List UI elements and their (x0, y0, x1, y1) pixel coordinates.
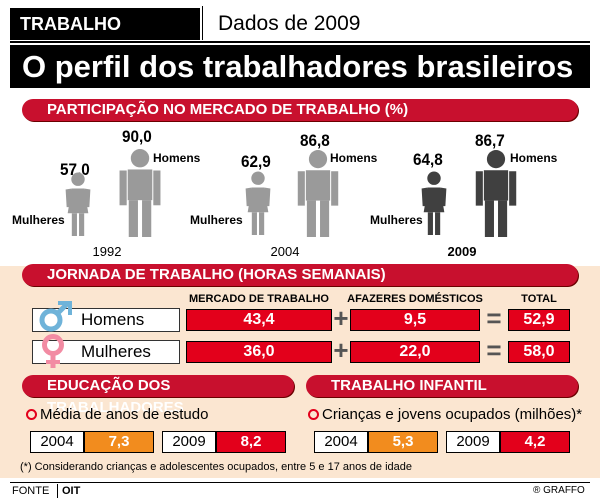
participation-section-title: PARTICIPAÇÃO NO MERCADO DE TRABALHO (%) (22, 99, 578, 121)
child-labor-section-title: TRABALHO INFANTIL (306, 375, 578, 397)
education-value-2: 8,2 (216, 431, 286, 453)
women-total-hours: 58,0 (508, 341, 570, 363)
source-name: OIT (62, 485, 81, 497)
bullet-icon (308, 409, 319, 420)
header-divider (202, 6, 203, 40)
women-label-1992: Mulheres (12, 213, 65, 227)
men-home-hours: 9,5 (350, 309, 480, 331)
women-home-hours: 22,0 (350, 341, 480, 363)
men-total-hours: 52,9 (508, 309, 570, 331)
col-total-header: TOTAL (521, 293, 557, 305)
men-market-hours: 43,4 (186, 309, 332, 331)
men-value-2004: 86,8 (300, 131, 330, 150)
man-figure-icon (297, 150, 339, 237)
child-labor-value-1: 5,3 (368, 431, 438, 453)
child-labor-year-2: 2009 (446, 431, 500, 453)
child-labor-value-2: 4,2 (500, 431, 570, 453)
male-symbol-icon (39, 301, 72, 332)
women-value-2009: 64,8 (413, 150, 443, 169)
journey-section-title: JORNADA DE TRABALHO (HORAS SEMANAIS) (22, 264, 578, 286)
col-market-header: MERCADO DE TRABALHO (189, 293, 329, 305)
education-value-1: 7,3 (84, 431, 154, 453)
credit: ® GRAFFO (533, 485, 585, 496)
education-section-title: EDUCAÇÃO DOS TRABALHADORES (22, 375, 294, 416)
education-year-2: 2009 (162, 431, 216, 453)
plus-sign: + (333, 335, 349, 365)
women-value-2004: 62,9 (241, 152, 271, 171)
men-value-2009: 86,7 (475, 131, 505, 150)
child-labor-subtitle-text: Crianças e jovens ocupados (milhões)* (322, 406, 583, 423)
page-title: O perfil dos trabalhadores brasileiros (10, 45, 590, 88)
women-label-2004: Mulheres (190, 213, 243, 227)
man-figure-icon (475, 150, 517, 237)
child-labor-year-1: 2004 (314, 431, 368, 453)
female-symbol-icon (42, 334, 64, 368)
education-subtitle-text: Média de anos de estudo (40, 406, 209, 423)
child-labor-subtitle: Crianças e jovens ocupados (milhões)* (308, 406, 582, 423)
woman-figure-icon (421, 171, 447, 235)
footer-divider (57, 484, 58, 498)
header-tag: TRABALHO DECENTE (10, 8, 200, 66)
header-rule (10, 41, 590, 43)
men-label-2009: Homens (510, 151, 558, 165)
education-year-1: 2004 (30, 431, 84, 453)
education-subtitle: Média de anos de estudo (26, 406, 208, 423)
plus-sign: + (333, 303, 349, 333)
man-figure-icon (119, 149, 161, 237)
year-label-2009: 2009 (447, 244, 477, 259)
row-label-women: Mulheres (32, 340, 180, 364)
men-label-1992: Homens (153, 151, 201, 165)
source-label: FONTE (12, 485, 50, 497)
col-home-header: AFAZERES DOMÉSTICOS (347, 293, 483, 305)
women-market-hours: 36,0 (186, 341, 332, 363)
header-date: Dados de 2009 (218, 12, 361, 35)
woman-figure-icon (245, 171, 271, 235)
woman-figure-icon (65, 172, 91, 236)
men-value-1992: 90,0 (122, 127, 152, 146)
men-label-2004: Homens (330, 151, 378, 165)
footer-rule (10, 482, 590, 483)
year-label-2004: 2004 (270, 244, 300, 259)
bullet-icon (26, 409, 37, 420)
women-label-2009: Mulheres (370, 213, 423, 227)
year-label-1992: 1992 (92, 244, 122, 259)
equals-sign: = (486, 303, 502, 333)
footnote: (*) Considerando crianças e adolescentes… (20, 461, 412, 473)
equals-sign: = (486, 335, 502, 365)
